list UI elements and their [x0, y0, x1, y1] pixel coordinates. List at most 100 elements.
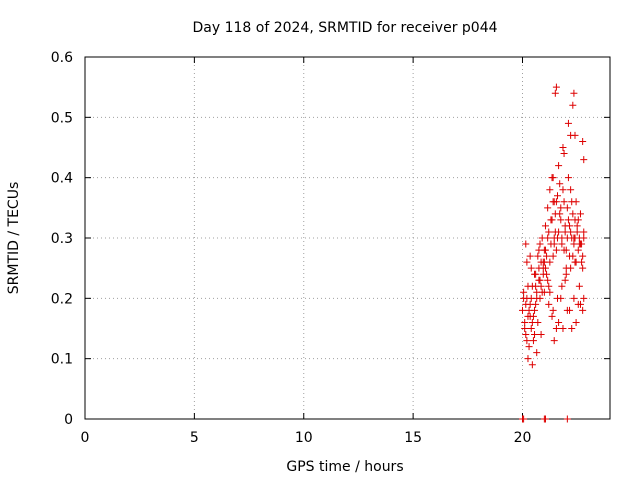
data-point-marker	[548, 216, 556, 224]
chart-title: Day 118 of 2024, SRMTID for receiver p04…	[192, 20, 497, 36]
data-point-marker	[543, 270, 551, 278]
data-point-marker	[551, 228, 559, 236]
y-tick-label: 0.1	[51, 352, 73, 368]
data-point-marker	[563, 415, 571, 423]
data-point-marker	[580, 294, 588, 302]
x-tick-label: 5	[190, 430, 199, 446]
data-point-marker	[550, 337, 558, 345]
data-point-marker	[579, 252, 587, 260]
data-point-marker	[567, 186, 575, 194]
x-tick-label: 20	[514, 430, 532, 446]
data-point-marker	[554, 192, 561, 200]
data-point-marker	[545, 228, 553, 236]
data-point-marker	[522, 300, 530, 308]
data-point-marker	[544, 204, 552, 212]
y-tick-label: 0.4	[51, 171, 73, 187]
data-point-marker	[527, 294, 535, 302]
data-point-marker	[546, 186, 554, 194]
x-tick-label: 15	[404, 430, 422, 446]
data-point-marker	[561, 222, 569, 230]
data-point-marker	[525, 343, 533, 351]
data-point-marker	[571, 258, 579, 266]
data-point-marker	[579, 264, 587, 272]
data-point-marker	[562, 270, 570, 278]
y-tick-label: 0	[64, 412, 73, 428]
data-point-marker	[568, 198, 576, 206]
data-point-marker	[555, 162, 563, 170]
data-point-marker	[560, 198, 568, 206]
data-point-marker	[573, 222, 581, 230]
data-point-marker	[523, 258, 531, 266]
axis-ticks: 0 0.1 0.2 0.3 0.4 0.5 0.6 0 5 10 15 20	[51, 50, 610, 446]
y-axis-label: SRMTID / TECUs	[6, 182, 22, 295]
data-point-marker	[561, 276, 569, 284]
data-point-marker	[574, 216, 582, 224]
x-axis-label: GPS time / hours	[286, 459, 403, 475]
data-point-marker	[563, 204, 571, 212]
data-point-marker	[567, 228, 575, 236]
data-point-marker	[554, 234, 561, 242]
y-tick-label: 0.2	[51, 291, 73, 307]
data-point-marker	[534, 318, 542, 326]
data-point-marker	[571, 234, 579, 242]
data-point-marker	[573, 228, 581, 236]
x-tick-label: 10	[295, 430, 313, 446]
data-point-marker	[521, 318, 529, 326]
data-point-marker	[536, 240, 544, 248]
data-point-marker	[523, 337, 531, 345]
data-point-marker	[532, 300, 540, 308]
data-point-marker	[527, 264, 535, 272]
data-point-marker	[524, 355, 532, 363]
data-point-marker	[531, 331, 539, 339]
data-point-marker	[563, 234, 571, 242]
data-point-marker	[535, 264, 543, 272]
data-point-marker	[545, 282, 553, 290]
y-tick-label: 0.5	[51, 110, 73, 126]
data-point-marker	[579, 306, 587, 314]
data-point-marker	[526, 252, 534, 260]
data-point-marker	[569, 101, 577, 109]
data-point-marker	[559, 325, 567, 332]
data-point-marker	[552, 246, 560, 254]
data-point-marker	[563, 306, 571, 314]
data-points	[519, 83, 588, 423]
data-point-marker	[552, 325, 560, 332]
data-point-marker	[535, 246, 543, 254]
data-point-marker	[532, 282, 540, 290]
data-point-marker	[560, 150, 568, 158]
data-point-marker	[579, 137, 587, 145]
data-point-marker	[525, 306, 533, 314]
y-tick-label: 0.6	[51, 50, 73, 66]
data-point-marker	[520, 288, 528, 296]
data-point-marker	[546, 288, 554, 296]
data-point-marker	[529, 337, 537, 345]
data-point-marker	[536, 276, 544, 284]
data-point-marker	[549, 306, 557, 314]
data-point-marker	[555, 318, 563, 326]
data-point-marker	[564, 119, 572, 127]
data-point-marker	[522, 331, 530, 339]
data-point-marker	[576, 210, 584, 218]
data-point-marker	[544, 276, 552, 284]
data-point-marker	[559, 186, 567, 194]
data-point-marker	[570, 89, 578, 97]
data-point-marker	[519, 306, 526, 314]
data-point-marker	[552, 83, 560, 91]
data-point-marker	[533, 349, 541, 357]
data-point-marker	[548, 312, 556, 320]
data-point-marker	[550, 198, 558, 206]
data-point-marker	[571, 131, 579, 139]
data-point-marker	[541, 264, 549, 272]
data-point-marker	[529, 312, 537, 320]
grid-lines	[85, 57, 610, 419]
data-point-marker	[549, 252, 557, 260]
data-point-marker	[527, 325, 535, 332]
data-point-marker	[522, 240, 530, 248]
data-point-marker	[570, 294, 578, 302]
data-point-marker	[528, 361, 536, 369]
data-point-marker	[531, 270, 539, 278]
data-point-marker	[558, 240, 566, 248]
data-point-marker	[575, 282, 583, 290]
